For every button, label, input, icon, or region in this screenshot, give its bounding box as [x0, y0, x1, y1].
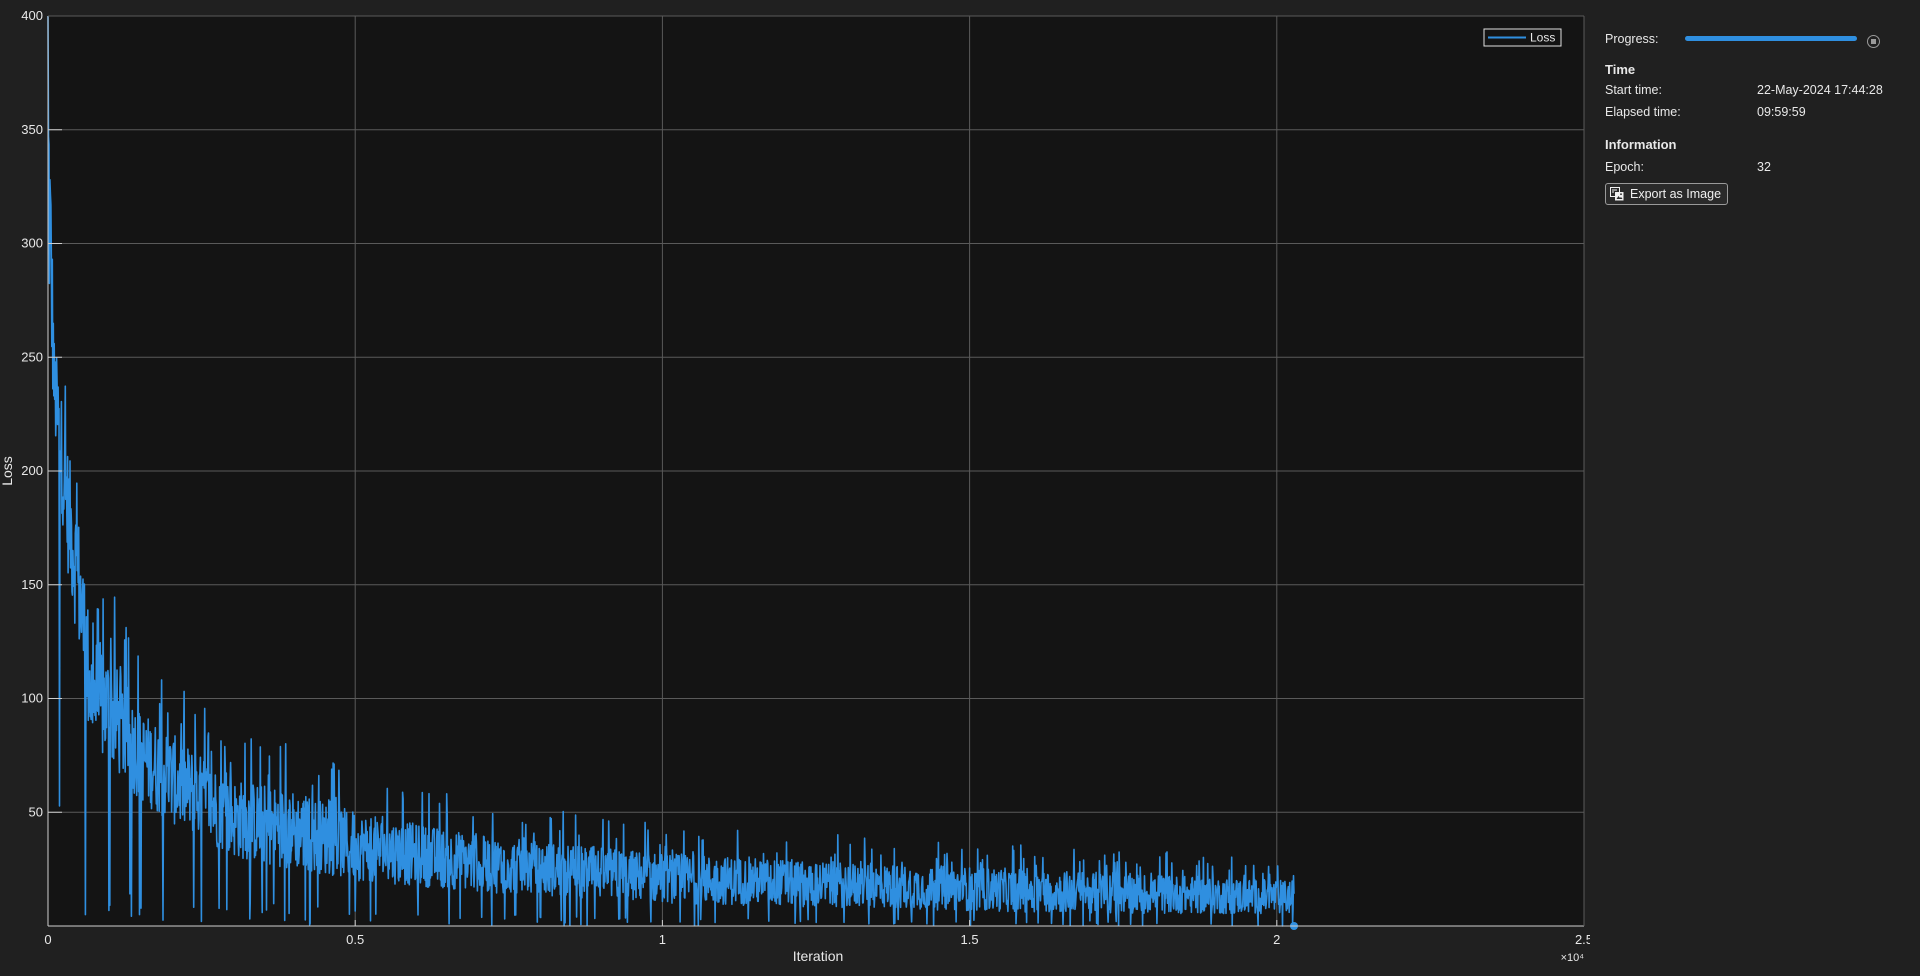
- stop-training-button[interactable]: [1867, 35, 1880, 48]
- loss-chart[interactable]: 0 0.5 1 1.5 2 2.5 50 100 150 200 250 300 350 400 Itera…: [0, 0, 1590, 976]
- start-time-label: Start time:: [1605, 83, 1662, 97]
- y-tick-label: 200: [21, 463, 43, 478]
- x-tick-label: 2: [1273, 932, 1280, 947]
- export-as-image-button[interactable]: Export as Image: [1605, 183, 1729, 205]
- export-button-label: Export as Image: [1630, 187, 1722, 201]
- y-tick-label: 150: [21, 577, 43, 592]
- info-panel: Progress: Time Start time: 22-May-2024 1…: [1590, 0, 1920, 976]
- x-tick-label: 0: [44, 932, 51, 947]
- stop-icon: [1871, 39, 1876, 44]
- x-tick-label: 1: [659, 932, 666, 947]
- y-tick-label: 400: [21, 8, 43, 23]
- training-plot[interactable]: 0 0.5 1 1.5 2 2.5 50 100 150 200 250 300 350 400 Itera…: [0, 0, 1590, 976]
- time-section-title: Time: [1605, 62, 1636, 77]
- elapsed-time-label: Elapsed time:: [1605, 105, 1681, 119]
- export-image-icon: [1610, 187, 1624, 201]
- epoch-value: 32: [1757, 160, 1771, 174]
- y-tick-label: 300: [21, 236, 43, 251]
- y-tick-label: 100: [21, 691, 43, 706]
- epoch-label: Epoch:: [1605, 160, 1644, 174]
- grid-lines: [48, 15, 1585, 926]
- progress-label: Progress:: [1605, 32, 1659, 46]
- x-tick-label: 2.5: [1575, 932, 1590, 947]
- y-axis-label: Loss: [0, 456, 15, 486]
- x-exponent-label: ×10⁴: [1561, 952, 1585, 964]
- start-time-value: 22-May-2024 17:44:28: [1757, 83, 1883, 97]
- y-tick-label: 250: [21, 349, 43, 364]
- legend[interactable]: Loss: [1483, 28, 1562, 47]
- loss-line: [47, 15, 1295, 927]
- axes: 0 0.5 1 1.5 2 2.5 50 100 150 200 250 300 350 400 Itera…: [0, 8, 1590, 964]
- y-tick-label: 350: [21, 122, 43, 137]
- y-tick-label: 50: [29, 804, 43, 819]
- information-section-title: Information: [1605, 137, 1677, 152]
- elapsed-time-value: 09:59:59: [1757, 105, 1806, 119]
- x-tick-label: 1.5: [961, 932, 979, 947]
- progress-bar-fill: [1685, 36, 1857, 41]
- x-tick-label: 0.5: [346, 932, 364, 947]
- progress-bar: [1685, 36, 1857, 41]
- legend-label: Loss: [1530, 31, 1555, 45]
- x-axis-label: Iteration: [793, 948, 844, 964]
